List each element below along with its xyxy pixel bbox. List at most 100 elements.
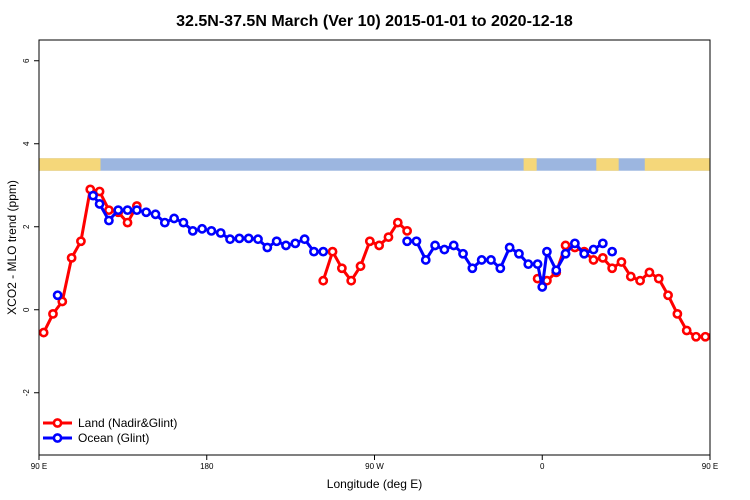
data-point <box>103 205 114 216</box>
data-point <box>281 240 291 251</box>
data-point <box>52 290 63 301</box>
data-point <box>234 233 245 244</box>
data-point <box>290 238 301 249</box>
x-tick-label: 90 W <box>365 462 384 471</box>
data-point <box>57 296 68 307</box>
chart-title: 32.5N-37.5N March (Ver 10) 2015-01-01 to… <box>176 13 573 30</box>
data-point <box>94 186 105 197</box>
data-point <box>504 242 515 253</box>
data-point <box>253 234 263 245</box>
data-point <box>681 325 692 336</box>
data-point <box>206 225 217 236</box>
data-point <box>103 215 114 226</box>
data-point <box>607 263 618 274</box>
data-point <box>76 236 86 247</box>
data-point <box>411 236 422 247</box>
y-axis-label: XCO2 - MLO trend (ppm) <box>5 180 19 315</box>
data-point <box>430 240 440 251</box>
band-land-segment <box>596 158 619 171</box>
data-point <box>131 205 142 216</box>
y-axis: -2 0 2 4 6 <box>22 58 39 396</box>
data-point <box>309 246 319 257</box>
data-point <box>420 255 431 265</box>
series-ocean <box>52 190 732 301</box>
data-point <box>402 236 413 247</box>
legend-label: Ocean (Glint) <box>78 431 149 445</box>
data-point <box>122 205 133 216</box>
data-point <box>616 257 627 267</box>
data-point <box>739 254 746 261</box>
data-point <box>318 246 329 257</box>
data-point <box>318 275 329 286</box>
band-land-segment <box>523 158 537 171</box>
data-point <box>383 232 394 243</box>
data-point <box>271 236 282 247</box>
data-point <box>663 290 673 301</box>
legend-label: Land (Nadir&Glint) <box>78 416 177 430</box>
data-point <box>141 207 152 218</box>
data-point <box>355 261 366 272</box>
data-point <box>560 240 571 251</box>
data-point <box>725 292 732 299</box>
data-point <box>187 225 198 236</box>
y-tick-label: 2 <box>22 224 31 229</box>
x-tick-label: 90 E <box>702 462 718 471</box>
y-tick-label: 4 <box>22 141 31 146</box>
band-land-segment <box>644 158 710 171</box>
data-point <box>672 308 683 319</box>
x-tick-label: 180 <box>200 462 214 471</box>
data-point <box>243 233 254 244</box>
data-point <box>635 275 646 286</box>
data-point <box>262 242 273 253</box>
data-point <box>336 263 347 274</box>
data-point <box>653 273 664 284</box>
data-point <box>66 252 77 263</box>
data-point <box>607 246 618 257</box>
data-point <box>374 240 385 251</box>
series-layer <box>39 184 746 342</box>
data-point <box>215 228 226 238</box>
data-point <box>439 244 450 255</box>
data-point <box>560 248 571 259</box>
y-tick-label: -2 <box>22 389 31 397</box>
data-point <box>486 255 496 265</box>
data-point <box>364 236 375 247</box>
data-point <box>588 255 599 265</box>
data-point <box>730 298 737 305</box>
data-point <box>523 259 534 269</box>
data-point <box>327 246 338 257</box>
surface-band <box>39 158 710 171</box>
data-point <box>88 190 98 201</box>
data-point <box>225 234 235 245</box>
data-point <box>346 275 357 286</box>
data-point <box>709 331 710 335</box>
data-point <box>299 234 310 245</box>
data-point <box>691 331 701 342</box>
x-tick-label: 0 <box>540 462 545 471</box>
data-point <box>644 267 655 278</box>
y-tick-label: 6 <box>22 58 31 63</box>
series-line <box>574 246 710 339</box>
legend-marker <box>52 433 63 443</box>
band-land-segment <box>39 158 101 171</box>
x-axis: 90 E 180 90 W 0 90 E <box>31 455 718 471</box>
data-point <box>551 265 562 276</box>
y-tick-label: 0 <box>22 307 31 312</box>
data-point <box>39 327 49 338</box>
legend: Land (Nadir&Glint)Ocean (Glint) <box>43 416 177 445</box>
data-point <box>122 217 133 228</box>
data-point <box>495 263 506 274</box>
data-point <box>542 246 552 257</box>
data-point <box>625 271 636 282</box>
series-line <box>321 221 409 283</box>
data-point <box>159 217 170 228</box>
data-point <box>720 310 727 317</box>
plot-frame <box>38 39 711 456</box>
data-point <box>392 217 403 228</box>
data-point <box>700 331 710 342</box>
data-point <box>579 248 590 259</box>
data-point <box>588 244 599 255</box>
data-point <box>458 248 468 259</box>
data-point <box>448 240 459 251</box>
